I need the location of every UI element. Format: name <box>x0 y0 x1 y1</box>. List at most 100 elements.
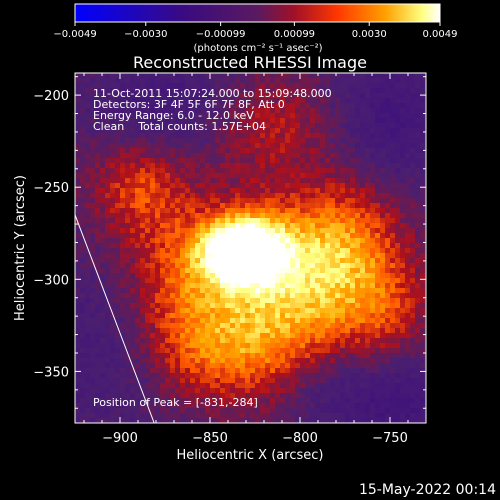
heatmap-cell <box>195 278 200 283</box>
heatmap-cell <box>365 283 370 288</box>
heatmap-cell <box>400 303 405 308</box>
heatmap-cell <box>220 268 225 273</box>
heatmap-cell <box>95 313 100 318</box>
heatmap-cell <box>95 223 100 228</box>
heatmap-cell <box>400 368 405 373</box>
heatmap-cell <box>410 183 415 188</box>
heatmap-cell <box>330 298 335 303</box>
heatmap-cell <box>170 163 175 168</box>
heatmap-cell <box>130 88 135 93</box>
heatmap-cell <box>230 128 235 133</box>
heatmap-cell <box>350 363 355 368</box>
heatmap-cell <box>320 263 325 268</box>
heatmap-cell <box>85 108 90 113</box>
heatmap-cell <box>215 118 220 123</box>
heatmap-cell <box>330 398 335 403</box>
heatmap-cell <box>120 198 125 203</box>
heatmap-cell <box>120 243 125 248</box>
heatmap-cell <box>210 183 215 188</box>
heatmap-cell <box>95 228 100 233</box>
heatmap-cell <box>335 328 340 333</box>
heatmap-cell <box>280 333 285 338</box>
heatmap-cell <box>220 323 225 328</box>
heatmap-cell <box>110 338 115 343</box>
heatmap-cell <box>240 138 245 143</box>
heatmap-cell <box>155 418 160 423</box>
heatmap-cell <box>135 133 140 138</box>
heatmap-cell <box>85 263 90 268</box>
heatmap-cell <box>340 193 345 198</box>
heatmap-cell <box>330 183 335 188</box>
heatmap-cell <box>210 138 215 143</box>
heatmap-cell <box>325 203 330 208</box>
heatmap-cell <box>255 128 260 133</box>
heatmap-cell <box>365 98 370 103</box>
heatmap-cell <box>150 153 155 158</box>
heatmap-cell <box>170 383 175 388</box>
heatmap-cell <box>265 163 270 168</box>
heatmap-cell <box>340 163 345 168</box>
heatmap-cell <box>330 418 335 423</box>
heatmap-cell <box>120 148 125 153</box>
heatmap-cell <box>250 178 255 183</box>
heatmap-cell <box>220 213 225 218</box>
heatmap-cell <box>375 353 380 358</box>
heatmap-cell <box>215 203 220 208</box>
heatmap-cell <box>170 248 175 253</box>
heatmap-cell <box>90 348 95 353</box>
heatmap-cell <box>330 368 335 373</box>
heatmap-cell <box>120 218 125 223</box>
heatmap-cell <box>405 133 410 138</box>
heatmap-cell <box>80 288 85 293</box>
heatmap-cell <box>110 303 115 308</box>
heatmap-cell <box>185 203 190 208</box>
heatmap-cell <box>300 343 305 348</box>
heatmap-cell <box>310 278 315 283</box>
heatmap-cell <box>355 328 360 333</box>
heatmap-cell <box>325 88 330 93</box>
heatmap-cell <box>105 78 110 83</box>
heatmap-cell <box>145 243 150 248</box>
heatmap-cell <box>185 73 190 78</box>
heatmap-cell <box>320 138 325 143</box>
heatmap-cell <box>305 153 310 158</box>
heatmap-cell <box>205 348 210 353</box>
heatmap-cell <box>120 293 125 298</box>
heatmap-cell <box>380 128 385 133</box>
heatmap-cell <box>170 323 175 328</box>
heatmap-cell <box>135 183 140 188</box>
heatmap-cell <box>255 193 260 198</box>
heatmap-cell <box>405 233 410 238</box>
heatmap-cell <box>140 138 145 143</box>
heatmap-cell <box>390 268 395 273</box>
heatmap-cell <box>340 373 345 378</box>
heatmap-cell <box>320 183 325 188</box>
heatmap-cell <box>330 128 335 133</box>
heatmap-cell <box>100 343 105 348</box>
heatmap-cell <box>285 293 290 298</box>
heatmap-cell <box>255 318 260 323</box>
heatmap-cell <box>335 398 340 403</box>
heatmap-cell <box>335 188 340 193</box>
heatmap-cell <box>420 173 425 178</box>
heatmap-cell <box>165 268 170 273</box>
heatmap-cell <box>225 413 230 418</box>
heatmap-cell <box>370 283 375 288</box>
heatmap-cell <box>290 163 295 168</box>
heatmap-cell <box>100 228 105 233</box>
heatmap-cell <box>355 163 360 168</box>
heatmap-cell <box>300 203 305 208</box>
heatmap-cell <box>125 383 130 388</box>
heatmap-cell <box>135 373 140 378</box>
heatmap-cell <box>335 353 340 358</box>
heatmap-cell <box>125 303 130 308</box>
heatmap-cell <box>110 198 115 203</box>
heatmap-cell <box>165 383 170 388</box>
heatmap-cell <box>410 328 415 333</box>
heatmap-cell <box>360 413 365 418</box>
heatmap-cell <box>190 263 195 268</box>
heatmap-cell <box>315 198 320 203</box>
heatmap-cell <box>375 328 380 333</box>
heatmap-cell <box>285 403 290 408</box>
heatmap-cell <box>215 98 220 103</box>
